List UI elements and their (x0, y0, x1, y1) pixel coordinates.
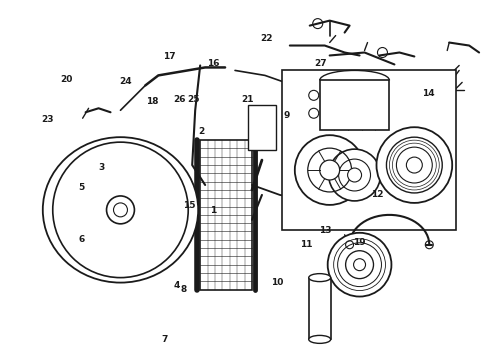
Bar (282, 71, 456, 230)
Circle shape (295, 135, 365, 205)
Text: 1: 1 (210, 206, 217, 215)
Text: 21: 21 (241, 95, 254, 104)
Ellipse shape (309, 336, 331, 343)
Circle shape (376, 127, 452, 203)
Bar (319, 80, 390, 130)
Circle shape (309, 90, 318, 100)
Text: 13: 13 (319, 226, 332, 235)
Text: 14: 14 (422, 89, 434, 98)
Text: 22: 22 (261, 34, 273, 43)
Text: 6: 6 (78, 235, 85, 244)
Text: 19: 19 (353, 238, 366, 247)
Circle shape (328, 233, 392, 297)
Circle shape (309, 108, 318, 118)
Circle shape (106, 196, 134, 224)
Circle shape (329, 149, 380, 201)
Text: 7: 7 (161, 335, 168, 344)
Text: 2: 2 (198, 127, 204, 136)
Text: 10: 10 (270, 278, 283, 287)
Text: 24: 24 (119, 77, 132, 86)
Text: 23: 23 (41, 114, 53, 123)
Text: 25: 25 (188, 95, 200, 104)
Text: 26: 26 (173, 95, 185, 104)
Text: 3: 3 (98, 163, 104, 172)
Ellipse shape (309, 274, 331, 282)
Text: 18: 18 (146, 96, 158, 105)
Text: 27: 27 (315, 59, 327, 68)
Text: 16: 16 (207, 59, 220, 68)
Text: 9: 9 (283, 111, 290, 120)
Text: 15: 15 (183, 201, 195, 210)
Circle shape (53, 142, 188, 278)
Circle shape (347, 168, 362, 182)
Circle shape (319, 160, 340, 180)
Text: 8: 8 (181, 285, 187, 294)
Circle shape (354, 259, 366, 271)
Circle shape (406, 157, 422, 173)
Text: 20: 20 (61, 75, 73, 84)
Bar (309, 278, 331, 339)
Text: 17: 17 (163, 52, 175, 61)
Bar (200, 140, 252, 289)
Ellipse shape (43, 137, 198, 283)
Text: 12: 12 (370, 190, 383, 199)
Circle shape (114, 203, 127, 217)
Text: 4: 4 (173, 281, 180, 290)
Text: 11: 11 (300, 240, 312, 249)
Bar (248, 105, 276, 150)
Text: 5: 5 (78, 183, 85, 192)
Circle shape (333, 258, 346, 272)
